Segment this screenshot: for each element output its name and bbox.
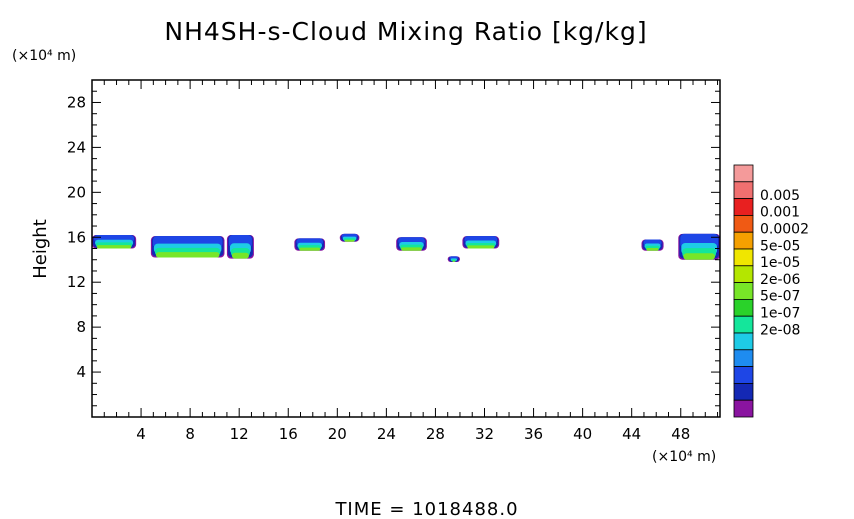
colorbar-swatch xyxy=(733,332,754,351)
y-tick-label: 12 xyxy=(67,273,86,291)
y-tick-label: 16 xyxy=(67,228,86,246)
cloud-patch xyxy=(155,252,220,258)
colorbar-label: 0.005 xyxy=(760,188,800,204)
colorbar-swatch xyxy=(733,265,754,283)
colorbar-swatch xyxy=(733,248,754,267)
x-tick-label: 32 xyxy=(475,425,494,443)
colorbar-swatch xyxy=(733,349,754,367)
y-tick-label: 8 xyxy=(76,318,86,336)
x-tick-label: 40 xyxy=(573,425,592,443)
colorbar-swatch xyxy=(733,164,754,183)
colorbar-label: 0.0002 xyxy=(760,221,809,237)
x-tick-label: 24 xyxy=(377,425,396,443)
colorbar: 0.0050.0010.00025e-051e-052e-065e-071e-0… xyxy=(733,164,809,418)
colorbar-swatch xyxy=(733,231,754,250)
time-equals-sign: = xyxy=(389,499,412,519)
x-axis-unit: (×10⁴ m) xyxy=(652,449,716,465)
colorbar-swatch xyxy=(733,298,754,317)
x-tick-label: 12 xyxy=(230,425,249,443)
colorbar-label: 2e-08 xyxy=(760,322,800,338)
time-label-key: TIME xyxy=(334,499,382,519)
cloud-patch xyxy=(231,252,249,259)
colorbar-swatch xyxy=(733,399,754,418)
colorbar-swatch xyxy=(733,382,754,401)
x-tick-label: 28 xyxy=(426,425,445,443)
colorbar-label: 2e-06 xyxy=(760,272,800,288)
colorbar-label: 1e-07 xyxy=(760,305,800,321)
colorbar-label: 1e-05 xyxy=(760,255,800,271)
y-axis-label: Height xyxy=(30,219,51,279)
y-tick-label: 28 xyxy=(67,93,86,111)
chart-title: NH4SH-s-Cloud Mixing Ratio [kg/kg] xyxy=(164,17,647,46)
x-tick-label: 8 xyxy=(185,425,195,443)
colorbar-swatch xyxy=(733,214,754,233)
y-axis-unit: (×10⁴ m) xyxy=(12,48,76,64)
cloud-patch xyxy=(344,239,355,242)
cloud-patch xyxy=(452,260,455,262)
x-tick-label: 16 xyxy=(279,425,298,443)
cloud-patch xyxy=(401,247,422,251)
colorbar-swatch xyxy=(733,315,754,334)
cloud-patch xyxy=(97,245,132,249)
plot-frame xyxy=(91,79,721,418)
cloud-patch xyxy=(467,245,495,249)
x-tick-label: 20 xyxy=(328,425,347,443)
x-tick-label: 44 xyxy=(622,425,641,443)
x-tick-label: 48 xyxy=(671,425,690,443)
y-tick-label: 4 xyxy=(76,363,86,381)
colorbar-label: 5e-05 xyxy=(760,238,800,254)
cloud-layer xyxy=(92,233,720,262)
colorbar-swatch xyxy=(733,282,754,300)
colorbar-swatch xyxy=(733,181,754,200)
colorbar-swatch xyxy=(733,198,754,216)
cloud-patch xyxy=(299,247,321,251)
y-tick-label: 20 xyxy=(67,183,86,201)
colorbar-label: 5e-07 xyxy=(760,289,800,305)
cloud-patch xyxy=(683,253,715,260)
time-label: TIME = 1018488.0 xyxy=(334,499,518,519)
colorbar-label: 0.001 xyxy=(760,205,800,221)
colorbar-swatch xyxy=(733,366,754,384)
y-tick-label: 24 xyxy=(67,138,86,156)
x-tick-label: 4 xyxy=(136,425,146,443)
cloud-patch xyxy=(646,247,659,251)
time-label-value: 1018488.0 xyxy=(412,499,518,519)
x-tick-label: 36 xyxy=(524,425,543,443)
